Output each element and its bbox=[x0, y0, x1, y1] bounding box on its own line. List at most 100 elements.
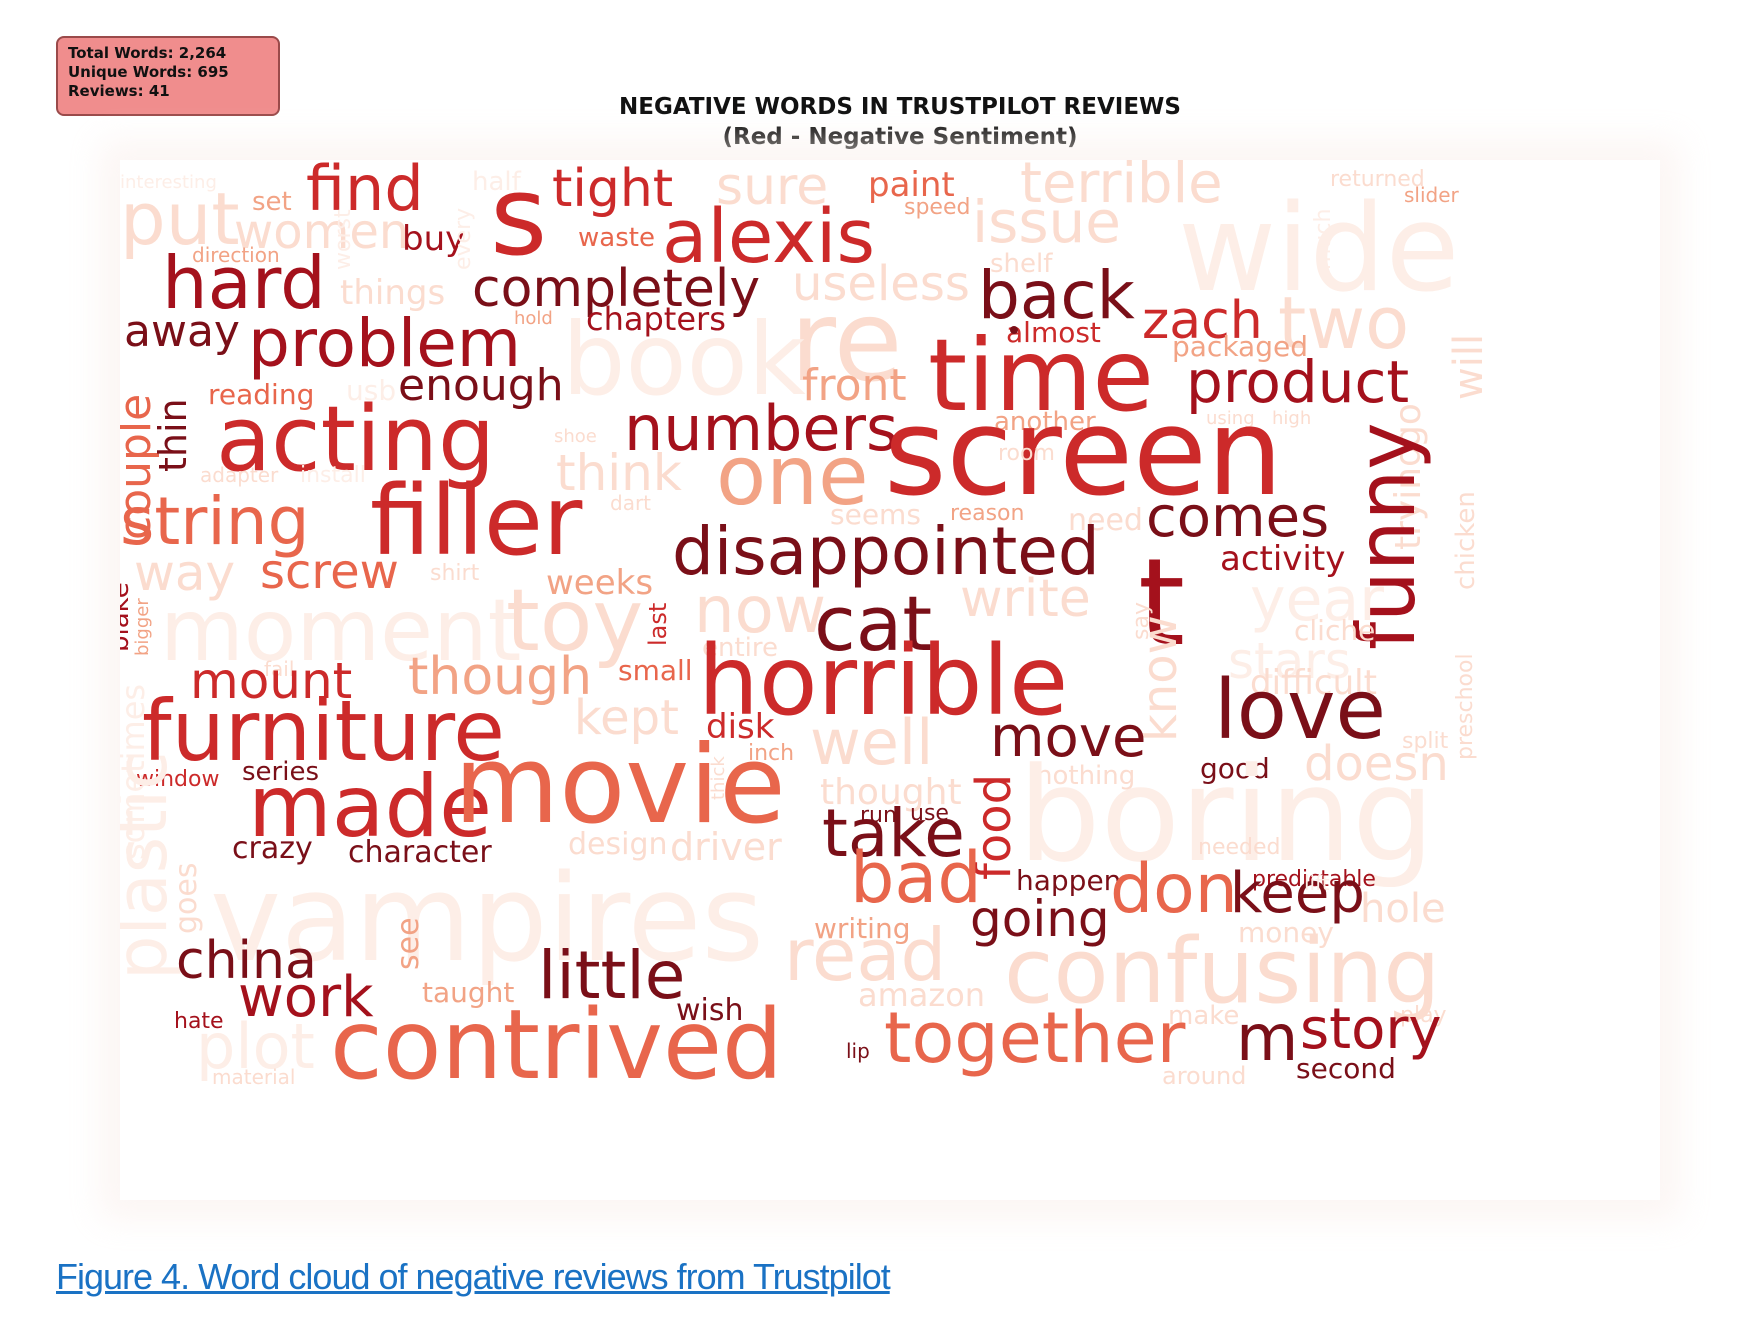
word-lip: lip bbox=[846, 1039, 870, 1063]
word-series: series bbox=[242, 757, 319, 787]
word-two: two bbox=[1278, 281, 1409, 365]
word-product: product bbox=[1186, 348, 1409, 416]
word-last: last bbox=[644, 603, 672, 646]
word-move: move bbox=[990, 705, 1146, 770]
word-china: china bbox=[176, 931, 317, 991]
word-thick: thick bbox=[708, 756, 729, 800]
word-write: write bbox=[960, 569, 1091, 629]
word-inch: inch bbox=[748, 741, 794, 766]
word-good: good bbox=[1200, 752, 1270, 785]
word-dot-mark bbox=[1010, 326, 1018, 334]
word-window: window bbox=[136, 767, 219, 792]
word-things: things bbox=[340, 273, 445, 313]
word-difficult: difficult bbox=[1250, 663, 1377, 703]
word-see: see bbox=[391, 917, 426, 970]
word-cloud: interesting half returned slider set find s tig… bbox=[120, 160, 1660, 1200]
word-screw: screw bbox=[260, 544, 399, 600]
word-design: design bbox=[568, 827, 668, 862]
word-usb: usb bbox=[346, 374, 396, 407]
word-set: set bbox=[252, 187, 292, 217]
word-string: string bbox=[120, 483, 309, 560]
word-goes: goes bbox=[169, 863, 204, 934]
word-wide: wide bbox=[1178, 180, 1459, 319]
word-money: money bbox=[1238, 916, 1334, 949]
word-direction: direction bbox=[192, 243, 280, 267]
stats-box: Total Words: 2,264 Unique Words: 695 Rev… bbox=[56, 36, 280, 116]
figure-subtitle: (Red - Negative Sentiment) bbox=[722, 124, 1078, 150]
word-don: don bbox=[1110, 850, 1238, 929]
word-blake: blake bbox=[120, 582, 135, 652]
word-love: love bbox=[1214, 663, 1386, 758]
word-think: think bbox=[556, 444, 682, 502]
word-seems: seems bbox=[830, 498, 921, 531]
word-hole: hole bbox=[1360, 886, 1446, 932]
word-amazon: amazon bbox=[858, 976, 985, 1014]
word-re: re bbox=[790, 277, 903, 407]
word-high: high bbox=[1272, 408, 1311, 429]
word-writing: writing bbox=[814, 912, 910, 945]
word-know: know bbox=[1132, 615, 1188, 742]
word-sometimes: sometimes bbox=[120, 684, 152, 860]
word-way: way bbox=[134, 544, 235, 602]
figure-title: NEGATIVE WORDS IN TRUSTPILOT REVIEWS bbox=[619, 94, 1181, 120]
word-one: one bbox=[716, 429, 869, 524]
word-kept: kept bbox=[574, 690, 679, 746]
word-couple: couple bbox=[120, 394, 161, 540]
word-play: play bbox=[1400, 1003, 1447, 1028]
word-material: material bbox=[212, 1065, 295, 1089]
word-read: read bbox=[784, 913, 946, 997]
word-every: every bbox=[451, 208, 476, 270]
word-returned: returned bbox=[1330, 167, 1425, 192]
word-hold: hold bbox=[514, 308, 553, 329]
figure-caption[interactable]: Figure 4. Word cloud of negative reviews… bbox=[56, 1256, 891, 1297]
word-year: year bbox=[1250, 565, 1384, 635]
word-buy: buy bbox=[402, 219, 465, 259]
word-split: split bbox=[1402, 729, 1449, 754]
word-predictable: predictable bbox=[1252, 867, 1376, 892]
word-going: going bbox=[970, 890, 1110, 948]
word-install: install bbox=[300, 463, 366, 488]
word-put: put bbox=[120, 177, 240, 261]
word-wish: wish bbox=[676, 993, 744, 1028]
word-around: around bbox=[1162, 1062, 1246, 1090]
word-issue: issue bbox=[972, 188, 1121, 256]
word-worst: worst bbox=[331, 209, 356, 270]
word-activity: activity bbox=[1220, 539, 1345, 579]
word-plot: plot bbox=[196, 1010, 315, 1083]
word-movie: movie bbox=[454, 723, 786, 848]
word-acting: acting bbox=[216, 387, 495, 492]
word-another: another bbox=[994, 407, 1096, 437]
word-story: story bbox=[1300, 997, 1442, 1062]
word-completely: completely bbox=[472, 259, 760, 319]
word-fail: fail bbox=[264, 657, 294, 681]
word-shirt: shirt bbox=[430, 561, 480, 586]
word-cat: cat bbox=[814, 579, 932, 668]
word-well: well bbox=[810, 706, 933, 779]
word-packaged: packaged bbox=[1172, 330, 1308, 363]
word-numbers: numbers bbox=[624, 392, 898, 465]
word-little: little bbox=[538, 937, 685, 1014]
word-screen: screen bbox=[884, 384, 1283, 523]
word-contrived: contrived bbox=[330, 989, 783, 1101]
word-comes: comes bbox=[1146, 485, 1329, 550]
word-reading: reading bbox=[208, 378, 314, 411]
word-say: say bbox=[1129, 602, 1154, 640]
word-terrible: terrible bbox=[1020, 160, 1223, 216]
word-work: work bbox=[238, 965, 374, 1030]
word-much: much bbox=[1311, 209, 1336, 270]
word-paint: paint bbox=[868, 165, 955, 205]
word-speed: speed bbox=[904, 195, 970, 220]
word-shelf: shelf bbox=[990, 249, 1053, 279]
word-front: front bbox=[802, 360, 907, 411]
word-together: together bbox=[884, 997, 1186, 1079]
word-interesting: interesting bbox=[120, 172, 217, 193]
word-funny: funny bbox=[1340, 422, 1433, 650]
word-vampires: vampires bbox=[210, 850, 764, 989]
word-small: small bbox=[618, 654, 693, 687]
word-chapters: chapters bbox=[586, 300, 726, 338]
word-food: food bbox=[966, 774, 1022, 880]
word-time: time bbox=[928, 317, 1154, 434]
word-enough: enough bbox=[398, 360, 564, 411]
word-will: will bbox=[1446, 334, 1492, 400]
